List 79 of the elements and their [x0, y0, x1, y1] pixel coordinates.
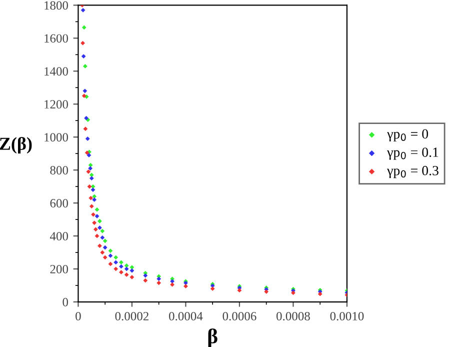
- point: [119, 270, 124, 274]
- point: [102, 238, 108, 244]
- point: [83, 64, 88, 68]
- point: [90, 184, 96, 189]
- y-tick-label: 200: [50, 264, 68, 274]
- y-tick-label: 1400: [44, 67, 68, 76]
- point: [124, 266, 129, 272]
- y-axis-title: Z(β): [0, 136, 32, 154]
- point: [124, 272, 129, 277]
- point: [93, 227, 98, 232]
- point: [84, 150, 90, 155]
- point: [108, 262, 113, 266]
- y-tick-label: 800: [50, 166, 68, 174]
- point: [156, 276, 162, 282]
- y-tick-label: 1000: [44, 133, 68, 142]
- point: [318, 292, 322, 296]
- point: [108, 248, 113, 253]
- point: [88, 166, 92, 171]
- point: [98, 218, 102, 224]
- point: [119, 264, 124, 269]
- x-tick-label: 0.0004: [169, 312, 203, 320]
- y-tick-label: 1800: [44, 1, 68, 10]
- point: [81, 54, 86, 58]
- point: [291, 290, 296, 296]
- point: [80, 8, 86, 12]
- point: [98, 244, 102, 248]
- point: [94, 214, 100, 218]
- point: [89, 204, 94, 208]
- x-tick-label: 0.0010: [330, 312, 364, 320]
- x-tick-label: 0.0002: [115, 312, 148, 320]
- point: [114, 266, 118, 272]
- point: [86, 169, 91, 174]
- point: [89, 172, 94, 178]
- point: [100, 235, 105, 240]
- point: [90, 188, 96, 192]
- point: [130, 274, 134, 280]
- point: [170, 279, 174, 284]
- point: [114, 255, 118, 260]
- point: [86, 153, 92, 158]
- legend-label: γp$_{0}$ = 0.3: [387, 166, 438, 178]
- point: [94, 207, 100, 212]
- point: [119, 260, 124, 265]
- point: [130, 268, 134, 273]
- point: [88, 196, 94, 200]
- y-tick-label: 600: [50, 199, 68, 208]
- point: [210, 286, 215, 291]
- point: [237, 288, 242, 293]
- point: [85, 136, 90, 141]
- point: [92, 220, 97, 225]
- point: [184, 284, 188, 288]
- point: [102, 245, 108, 250]
- point: [82, 94, 86, 98]
- legend-label: γp$_{0}$ = 0: [387, 129, 428, 142]
- y-tick-label: 0: [62, 298, 68, 306]
- point: [82, 88, 88, 94]
- point: [80, 40, 85, 46]
- point: [83, 126, 88, 132]
- legend-label: γp$_{0}$ = 0.1: [387, 148, 438, 160]
- point: [143, 278, 148, 283]
- point: [94, 234, 100, 238]
- x-tick-label: 0.0006: [222, 312, 256, 320]
- point: [89, 176, 94, 180]
- point: [82, 25, 86, 30]
- point: [88, 162, 93, 168]
- point: [98, 226, 102, 230]
- x-tick-label: 0.0008: [276, 312, 310, 320]
- point: [92, 198, 97, 202]
- y-tick-label: 1200: [44, 100, 68, 109]
- point: [170, 282, 174, 287]
- point: [143, 273, 148, 278]
- y-tick-label: 400: [50, 232, 68, 240]
- point: [100, 228, 105, 234]
- point: [102, 255, 108, 260]
- point: [156, 280, 162, 286]
- point: [87, 184, 92, 189]
- point: [114, 260, 118, 265]
- y-tick-label: 1600: [44, 34, 68, 43]
- point: [100, 250, 105, 255]
- x-tick-label: 0: [76, 312, 81, 320]
